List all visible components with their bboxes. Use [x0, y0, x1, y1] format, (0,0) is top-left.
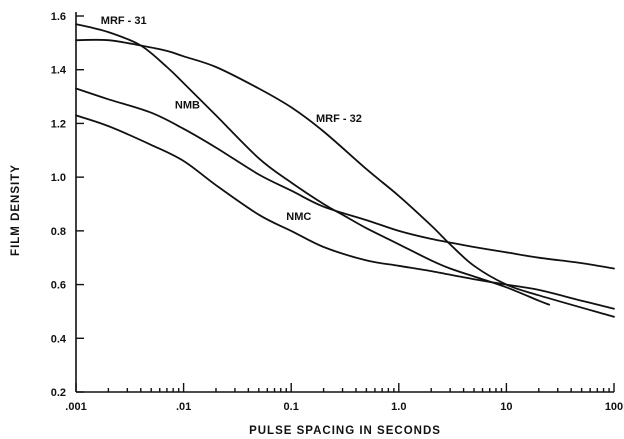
y-tick-label: 1.4	[51, 65, 67, 77]
axes	[75, 12, 614, 393]
series-line-mrf-31	[75, 23, 551, 306]
y-tick-label: 1.2	[51, 118, 66, 130]
y-tick-label: 0.8	[51, 226, 66, 238]
x-axis-title: PULSE SPACING IN SECONDS	[249, 425, 441, 437]
series-line-nmb	[75, 87, 615, 270]
x-tick-label: 1.0	[391, 401, 406, 413]
y-tick-label: 0.6	[51, 280, 66, 292]
x-tick-label: 0.1	[284, 401, 299, 413]
x-tick-label: .01	[176, 401, 191, 413]
x-tick-label: 100	[605, 401, 623, 413]
x-tick-label: 10	[500, 401, 512, 413]
series-label-nmb: NMB	[175, 100, 200, 112]
series-label-mrf-32: MRF - 32	[316, 113, 362, 125]
y-axis-title: FILM DENSITY	[10, 164, 22, 256]
y-tick-label: 0.4	[51, 333, 67, 345]
series-line-mrf-32	[75, 38, 615, 318]
series-label-mrf-31: MRF - 31	[101, 15, 147, 27]
y-tick-label: 1.6	[51, 11, 66, 23]
series-labels: MRF - 31 MRF - 32 NMB NMC	[101, 15, 362, 223]
data-curves	[75, 23, 615, 318]
series-line-nmc	[75, 114, 615, 310]
series-label-nmc: NMC	[286, 211, 311, 223]
x-tick-label: .001	[65, 401, 86, 413]
y-tick-label: 1.0	[51, 172, 66, 184]
y-tick-label: 0.2	[51, 387, 66, 399]
tick-labels: 0.2 0.4 0.6 0.8 1.0 1.2 1.4 1.6 .001 .01 0.1 1.0 10 1…	[51, 11, 623, 413]
tick-marks	[75, 15, 615, 393]
